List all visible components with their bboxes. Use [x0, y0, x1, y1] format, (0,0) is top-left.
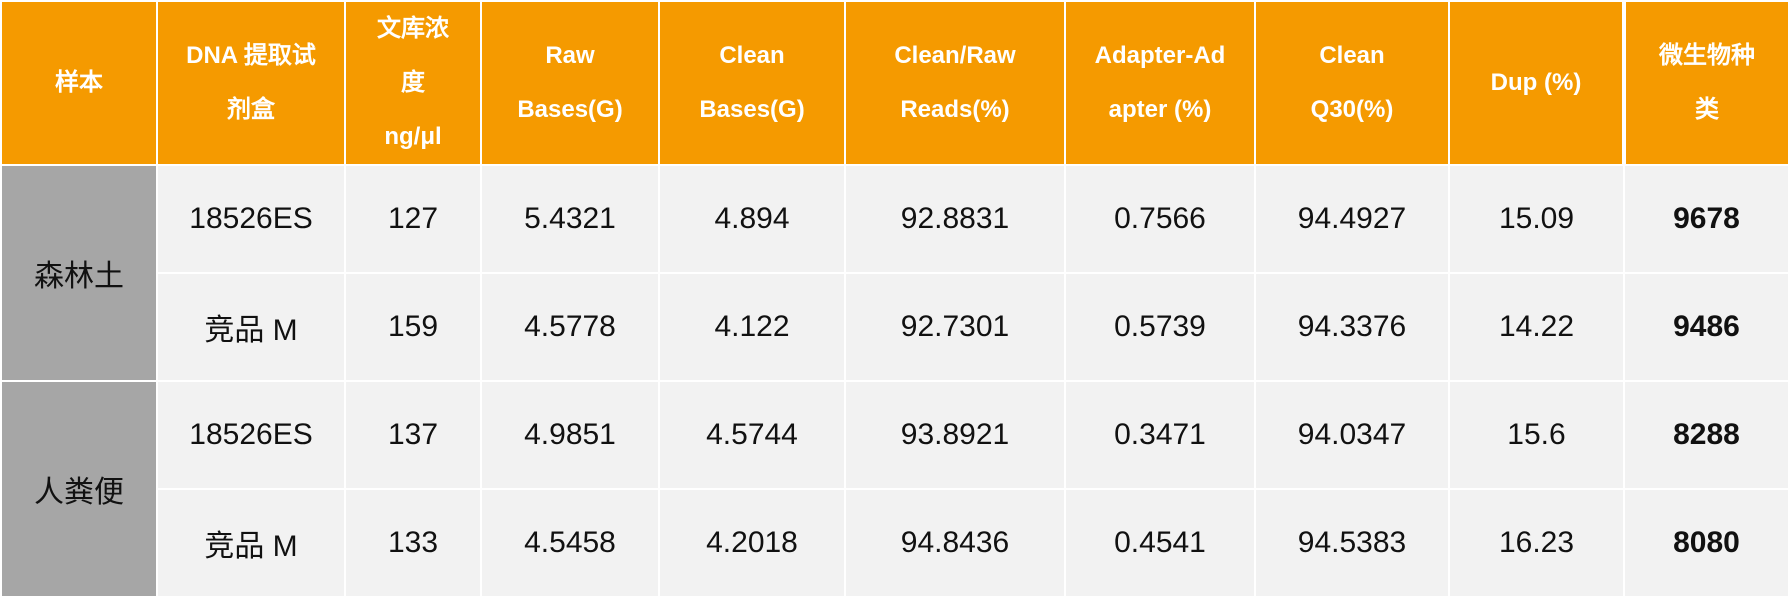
cell: 竞品 M	[156, 272, 346, 382]
cell: 92.7301	[844, 272, 1066, 382]
header-text: Adapter-Ad	[1094, 42, 1226, 69]
table-row: 竞品 M 133 4.5458 4.2018 94.8436 0.4541 94.5383 1…	[1, 488, 1788, 598]
cell: 0.7566	[1064, 164, 1256, 274]
header-cell: Dup (%)	[1448, 0, 1625, 166]
header-text: 剂盒	[227, 96, 275, 123]
cell: 94.8436	[844, 488, 1066, 598]
cell: 93.8921	[844, 380, 1066, 490]
header-text: Q30(%)	[1310, 96, 1394, 123]
cell: 18526ES	[156, 164, 346, 274]
header-text: Bases(G)	[517, 96, 623, 123]
table-body: 森林土 18526ES 127 5.4321 4.894 92.8831 0.7566 94.…	[0, 164, 1788, 598]
cell: 9678	[1623, 164, 1788, 274]
cell: 133	[344, 488, 482, 598]
cell: 14.22	[1448, 272, 1625, 382]
header-text: 微生物种	[1659, 42, 1755, 69]
cell: 92.8831	[844, 164, 1066, 274]
header-text: 度	[401, 69, 425, 96]
header-cell: Clean Q30(%)	[1254, 0, 1450, 166]
header-text: 样本	[55, 69, 103, 96]
header-cell: DNA 提取试 剂盒	[156, 0, 346, 166]
header-text: Clean	[719, 42, 785, 69]
header-cell: Clean Bases(G)	[658, 0, 846, 166]
table-row: 森林土 18526ES 127 5.4321 4.894 92.8831 0.7566 94.…	[0, 164, 1788, 382]
table-row: 竞品 M 159 4.5778 4.122 92.7301 0.5739 94.3376 14…	[1, 272, 1788, 382]
header-cell: Adapter-Ad apter (%)	[1064, 0, 1256, 166]
header-row: 样本 DNA 提取试 剂盒 文库浓度 ng/μl Raw Bases(G) Clean Base…	[0, 0, 1788, 166]
cell: 137	[344, 380, 482, 490]
cell: 94.0347	[1254, 380, 1450, 490]
cell: 5.4321	[480, 164, 660, 274]
cell: 9486	[1623, 272, 1788, 382]
cell: 127	[344, 164, 482, 274]
header-text: 文库浓	[377, 15, 449, 42]
cell: 竞品 M	[156, 488, 346, 598]
header-text: DNA 提取试	[186, 42, 316, 69]
cell: 0.4541	[1064, 488, 1256, 598]
cell: 4.5744	[658, 380, 846, 490]
header-text: Bases(G)	[699, 96, 805, 123]
group-cell: 人粪便	[0, 380, 158, 598]
cell: 16.23	[1448, 488, 1625, 598]
header-text: Reads(%)	[900, 96, 1010, 123]
cell: 15.09	[1448, 164, 1625, 274]
cell: 4.9851	[480, 380, 660, 490]
header-text: ng/μl	[384, 123, 442, 150]
cell: 4.894	[658, 164, 846, 274]
header-cell: Raw Bases(G)	[480, 0, 660, 166]
group-cell: 森林土	[0, 164, 158, 382]
cell: 94.5383	[1254, 488, 1450, 598]
cell: 8080	[1623, 488, 1788, 598]
header-cell: 微生物种类	[1622, 0, 1788, 166]
cell: 8288	[1623, 380, 1788, 490]
header-cell: 文库浓度 ng/μl	[344, 0, 482, 166]
cell: 4.122	[658, 272, 846, 382]
header-cell: Clean/Raw Reads(%)	[844, 0, 1066, 166]
cell: 159	[344, 272, 482, 382]
header-text: 类	[1695, 96, 1719, 123]
cell: 94.3376	[1254, 272, 1450, 382]
header-text: Clean/Raw	[894, 42, 1016, 69]
cell: 4.5458	[480, 488, 660, 598]
cell: 15.6	[1448, 380, 1625, 490]
cell: 0.5739	[1064, 272, 1256, 382]
header-cell: 样本	[0, 0, 158, 166]
cell: 18526ES	[156, 380, 346, 490]
header-text: apter (%)	[1108, 96, 1212, 123]
cell: 4.5778	[480, 272, 660, 382]
table-row: 人粪便 18526ES 137 4.9851 4.5744 93.8921 0.3471 94…	[0, 380, 1788, 598]
header-text: Raw	[545, 42, 595, 69]
cell: 94.4927	[1254, 164, 1450, 274]
header-text: Dup (%)	[1490, 69, 1582, 96]
cell: 4.2018	[658, 488, 846, 598]
header-text: Clean	[1319, 42, 1385, 69]
cell: 0.3471	[1064, 380, 1256, 490]
